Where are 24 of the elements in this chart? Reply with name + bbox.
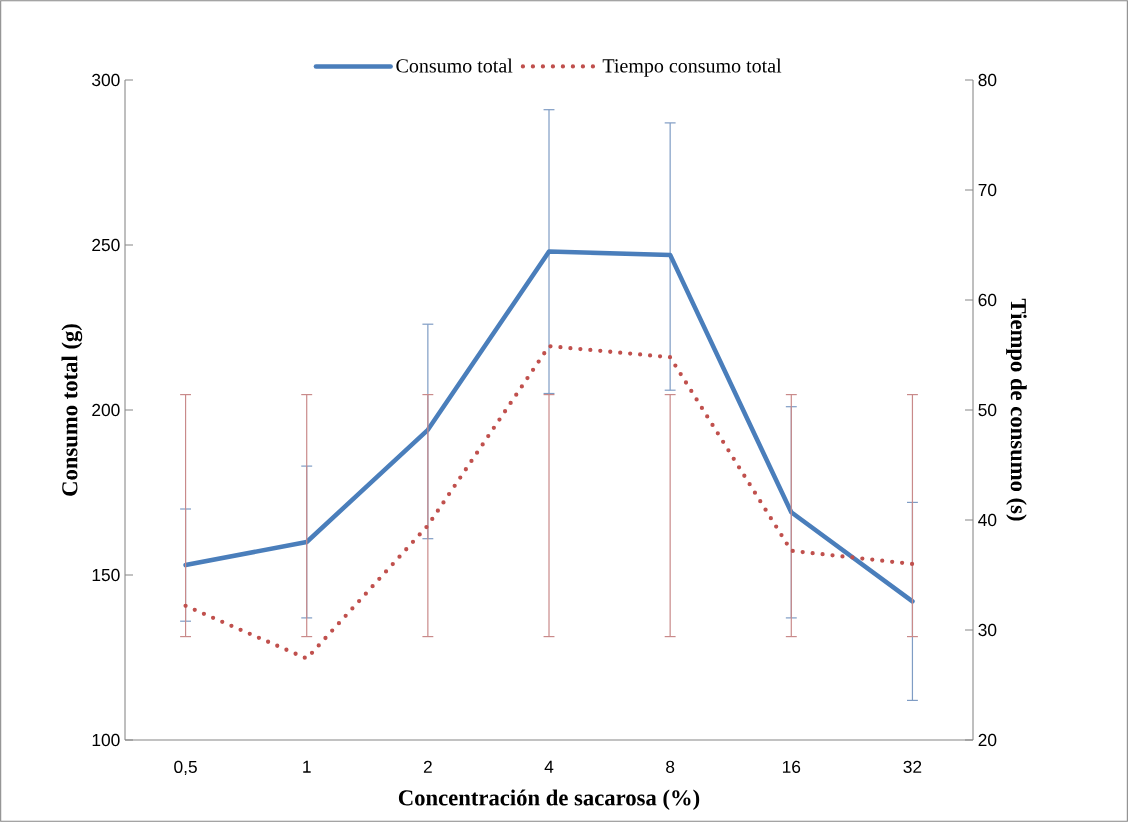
- legend-label: Tiempo consumo total: [602, 58, 782, 77]
- y-tick-label: 300: [92, 73, 120, 87]
- y2-tick-label: 30: [978, 623, 997, 637]
- x-tick-label: 1: [303, 760, 311, 773]
- x-tick-label: 16: [782, 760, 801, 773]
- x-tick-label: 0,5: [174, 760, 197, 776]
- y-tick-label: 150: [92, 568, 120, 582]
- x-tick-label: 32: [903, 760, 922, 773]
- legend-label: Consumo total: [396, 58, 513, 73]
- x-tick-label: 8: [666, 760, 675, 773]
- y2-tick-label: 20: [978, 733, 997, 747]
- y2-tick-label: 80: [978, 73, 997, 87]
- y2-tick-label: 40: [978, 513, 997, 527]
- y-tick-label: 250: [92, 238, 120, 252]
- y-axis-title: Consumo total (g): [61, 324, 83, 496]
- x-tick-label: 4: [544, 760, 554, 773]
- y-tick-label: 200: [92, 403, 120, 417]
- y2-tick-label: 60: [978, 293, 997, 307]
- y2-axis-title: Tiempo de consumo (s): [1006, 298, 1027, 521]
- y-tick-label: 100: [92, 733, 120, 747]
- x-tick-label: 2: [423, 760, 432, 773]
- y2-tick-label: 50: [978, 403, 997, 417]
- y2-tick-label: 70: [978, 183, 997, 197]
- x-axis-title: Concentración de sacarosa (%): [398, 789, 700, 811]
